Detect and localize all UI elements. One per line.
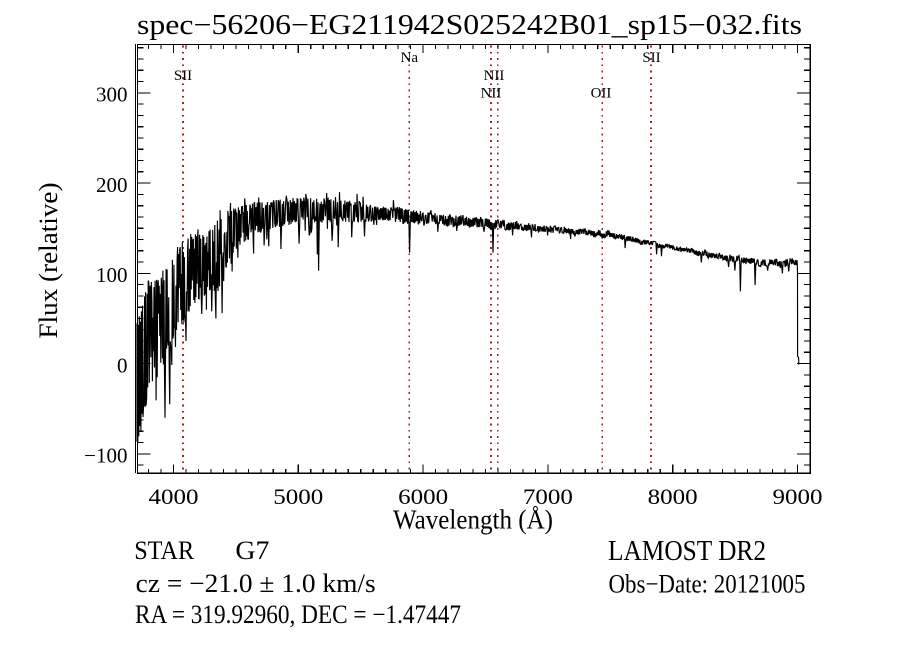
svg-text:0: 0 bbox=[117, 353, 128, 377]
svg-text:Wavelength (Å): Wavelength (Å) bbox=[393, 505, 553, 535]
svg-text:100: 100 bbox=[96, 263, 128, 287]
svg-text:7000: 7000 bbox=[523, 484, 573, 509]
svg-text:NII: NII bbox=[484, 68, 505, 84]
svg-text:RA = 319.92960, DEC = −1.47447: RA = 319.92960, DEC = −1.47447 bbox=[135, 600, 461, 629]
svg-text:SII: SII bbox=[174, 68, 192, 84]
svg-text:OII: OII bbox=[591, 86, 612, 102]
svg-text:300: 300 bbox=[96, 83, 128, 107]
svg-text:STAR: STAR bbox=[134, 536, 195, 565]
svg-text:G7: G7 bbox=[235, 536, 269, 565]
svg-text:6000: 6000 bbox=[398, 484, 448, 509]
svg-text:Na: Na bbox=[401, 50, 419, 66]
svg-text:SII: SII bbox=[642, 50, 660, 66]
svg-text:8000: 8000 bbox=[648, 484, 698, 509]
svg-text:−100: −100 bbox=[84, 444, 127, 468]
svg-text:Obs−Date: 20121005: Obs−Date: 20121005 bbox=[609, 570, 806, 599]
svg-text:4000: 4000 bbox=[149, 484, 199, 509]
svg-text:NII: NII bbox=[481, 86, 502, 102]
svg-text:LAMOST DR2: LAMOST DR2 bbox=[608, 536, 766, 567]
svg-text:spec−56206−EG211942S025242B01_: spec−56206−EG211942S025242B01_sp15−032.f… bbox=[137, 10, 802, 41]
svg-text:Flux (relative): Flux (relative) bbox=[34, 182, 63, 338]
svg-text:9000: 9000 bbox=[773, 484, 823, 509]
svg-text:5000: 5000 bbox=[273, 484, 323, 509]
svg-text:cz = −21.0 ± 1.0 km/s: cz = −21.0 ± 1.0 km/s bbox=[136, 569, 376, 598]
svg-text:200: 200 bbox=[96, 173, 128, 197]
